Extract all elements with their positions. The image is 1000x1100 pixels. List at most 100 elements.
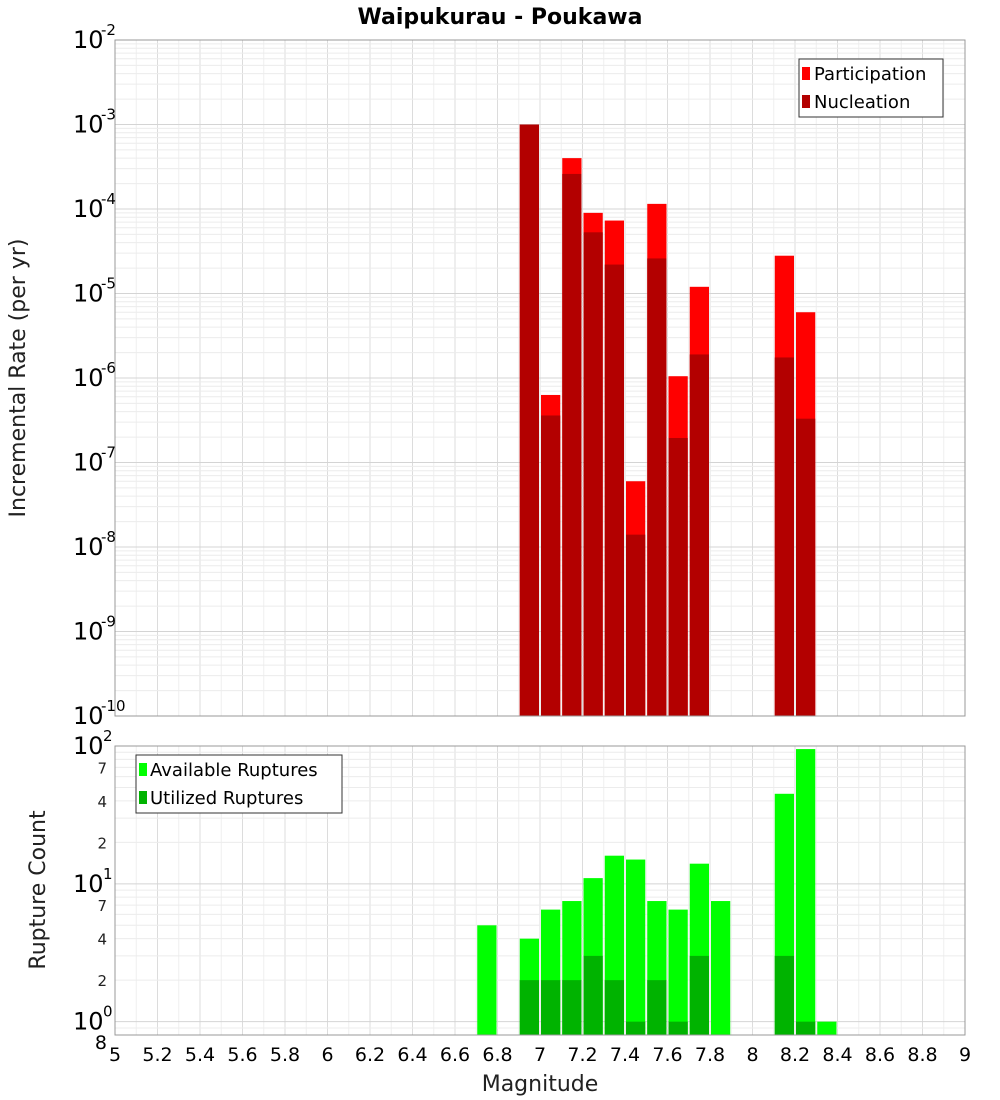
y-tick-label-minor: 4 [97, 931, 107, 949]
y-tick-label: 10 [73, 364, 104, 392]
y-tick-label-minor: 4 [97, 793, 107, 811]
bar-utilized-ruptures [583, 955, 603, 1035]
y-tick-exponent: -4 [101, 190, 116, 208]
bar-utilized-ruptures [668, 1021, 688, 1035]
x-tick-label: 6.6 [440, 1044, 470, 1066]
y-tick-exponent: -3 [101, 106, 116, 124]
bar-available-ruptures [711, 901, 731, 1035]
x-tick-label: 8.6 [865, 1044, 895, 1066]
y-tick-label: 10 [73, 449, 104, 477]
y-tick-exponent: -10 [101, 697, 126, 715]
bar-utilized-ruptures [626, 1021, 646, 1035]
x-tick-label: 7.2 [567, 1044, 597, 1066]
x-tick-label: 8.4 [822, 1044, 852, 1066]
bar-utilized-ruptures [604, 980, 624, 1035]
bar-nucleation [541, 415, 561, 716]
legend-label-available: Available Ruptures [150, 760, 318, 781]
y-tick-exponent: 2 [103, 727, 113, 745]
y-tick-label: 10 [73, 533, 104, 561]
y-tick-label-lower-bound: 8 [95, 1032, 107, 1054]
chart-title: Waipukurau - Poukawa [358, 5, 643, 30]
y-tick-exponent: 0 [103, 1003, 113, 1021]
top-panel-bars [519, 124, 816, 717]
bottom-panel-grid [114, 745, 966, 1036]
legend-swatch-utilized [139, 791, 147, 804]
legend-label-participation: Participation [814, 64, 926, 85]
bottom-panel-bars [477, 749, 837, 1035]
top-y-axis-label: Incremental Rate (per yr) [6, 239, 31, 518]
top-legend: Participation Nucleation [798, 58, 944, 118]
x-tick-label: 5.6 [227, 1044, 257, 1066]
y-tick-label-minor: 2 [97, 972, 107, 990]
y-tick-exponent: 1 [103, 865, 113, 883]
y-tick-label: 10 [73, 111, 104, 139]
y-tick-exponent: -6 [101, 359, 116, 377]
bar-utilized-ruptures [519, 980, 539, 1035]
x-tick-label: 6.2 [355, 1044, 385, 1066]
bar-available-ruptures [477, 925, 497, 1035]
bar-nucleation [562, 173, 582, 716]
bar-nucleation [647, 258, 667, 716]
y-tick-exponent: -8 [101, 528, 116, 546]
bar-nucleation [668, 437, 688, 716]
y-tick-exponent: -9 [101, 613, 116, 631]
legend-swatch-nucleation [802, 95, 810, 108]
legend-label-utilized: Utilized Ruptures [150, 788, 303, 809]
bar-available-ruptures [817, 1021, 837, 1035]
y-tick-label: 10 [73, 280, 104, 308]
bottom-y-axis-label: Rupture Count [26, 810, 51, 970]
x-tick-label: 6.4 [397, 1044, 427, 1066]
x-tick-label: 6.8 [482, 1044, 512, 1066]
bar-nucleation [626, 534, 646, 716]
top-legend-frame [798, 58, 944, 118]
bar-utilized-ruptures [774, 955, 794, 1035]
x-tick-label: 5.8 [270, 1044, 300, 1066]
legend-swatch-participation [802, 67, 810, 80]
bar-nucleation [583, 232, 603, 716]
y-tick-label: 10 [73, 870, 104, 898]
y-tick-label: 10 [73, 618, 104, 646]
bar-nucleation [689, 354, 709, 716]
y-tick-label: 10 [73, 195, 104, 223]
y-tick-label-minor: 7 [97, 759, 107, 777]
y-tick-label-minor: 7 [97, 897, 107, 915]
y-tick-label-minor: 2 [97, 834, 107, 852]
y-tick-label: 10 [73, 732, 104, 760]
x-tick-label: 7.4 [610, 1044, 640, 1066]
x-axis-label: Magnitude [482, 1072, 599, 1097]
y-tick-exponent: -5 [101, 275, 116, 293]
x-tick-label: 8.2 [780, 1044, 810, 1066]
bar-nucleation [774, 357, 794, 716]
bar-nucleation [604, 264, 624, 716]
x-tick-label: 8 [746, 1044, 758, 1066]
bar-utilized-ruptures [647, 980, 667, 1035]
bar-available-ruptures [626, 859, 646, 1035]
y-tick-exponent: -2 [101, 21, 116, 39]
top-plot-frame [114, 39, 966, 717]
bar-utilized-ruptures [796, 1021, 816, 1035]
y-tick-label: 10 [73, 1008, 104, 1036]
y-tick-label: 10 [73, 26, 104, 54]
x-tick-label: 7 [534, 1044, 546, 1066]
bottom-plot-frame [114, 745, 966, 1036]
bar-nucleation [519, 124, 539, 716]
x-tick-label: 8.8 [907, 1044, 937, 1066]
x-tick-label: 5.4 [185, 1044, 215, 1066]
legend-swatch-available [139, 763, 147, 776]
bottom-legend-frame [135, 754, 343, 814]
bar-available-ruptures [796, 749, 816, 1035]
bar-nucleation [796, 418, 816, 716]
x-tick-label: 6 [321, 1044, 333, 1066]
x-tick-label: 7.6 [652, 1044, 682, 1066]
x-tick-label: 5.2 [142, 1044, 172, 1066]
top-panel-grid [114, 40, 966, 717]
bar-utilized-ruptures [562, 980, 582, 1035]
y-tick-label: 10 [73, 702, 104, 730]
legend-label-nucleation: Nucleation [814, 92, 910, 113]
bar-utilized-ruptures [541, 980, 561, 1035]
y-tick-exponent: -7 [101, 444, 116, 462]
